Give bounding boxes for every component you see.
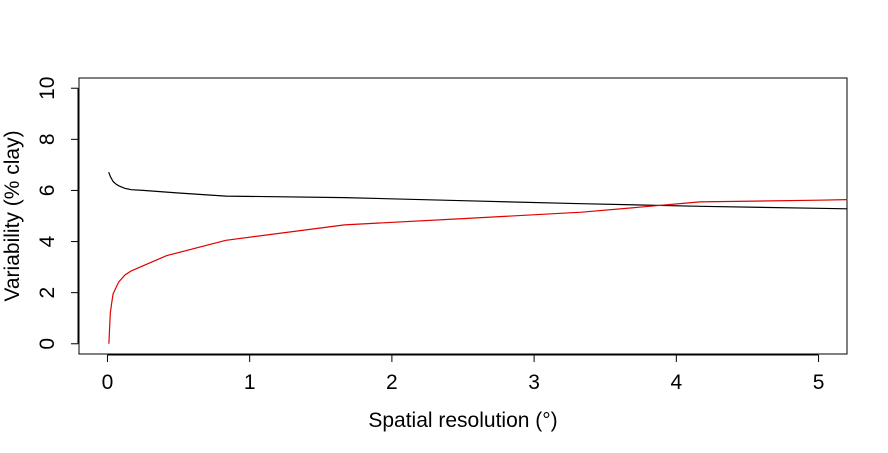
series-group xyxy=(108,172,848,344)
y-tick-label: 0 xyxy=(36,338,59,350)
y-tick-label: 8 xyxy=(36,133,59,145)
x-tick-label: 2 xyxy=(386,371,398,394)
series-line-2 xyxy=(108,199,848,344)
y-tick-label: 2 xyxy=(36,287,59,299)
plot-frame xyxy=(78,77,848,355)
x-tick-label: 4 xyxy=(670,371,682,394)
x-tick-label: 1 xyxy=(244,371,256,394)
series-line-1 xyxy=(108,172,848,210)
y-tick-label: 6 xyxy=(36,185,59,197)
x-tick-label: 5 xyxy=(813,371,825,394)
y-axis: 0 2 4 6 8 10 xyxy=(36,77,79,350)
x-tick-label: 0 xyxy=(102,371,114,394)
x-axis: 0 1 2 3 4 5 xyxy=(102,354,825,394)
y-axis-title: Variability (% clay) xyxy=(1,130,24,301)
y-tick-label: 10 xyxy=(36,77,59,100)
x-tick-label: 3 xyxy=(528,371,540,394)
x-axis-title: Spatial resolution (°) xyxy=(368,409,557,432)
y-tick-label: 4 xyxy=(36,235,59,247)
